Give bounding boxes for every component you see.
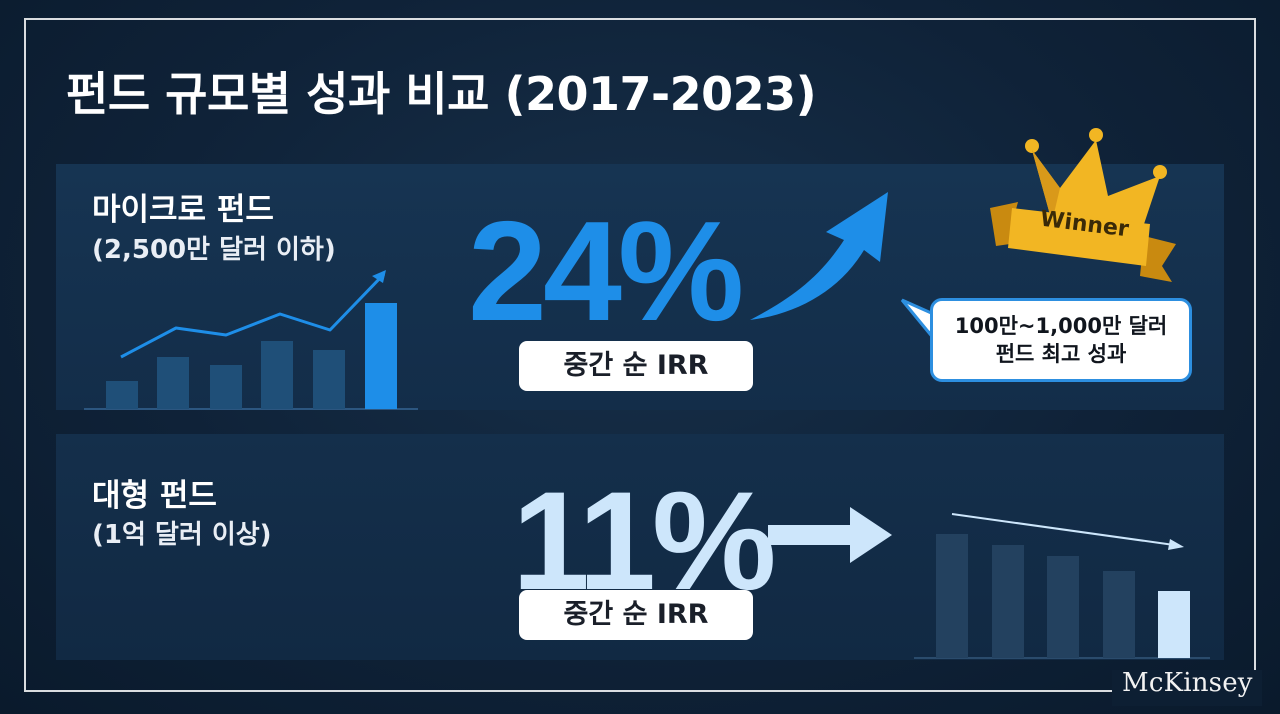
micro-bar [313, 350, 345, 409]
frame-border [24, 18, 1256, 692]
large-bar [1103, 571, 1135, 658]
large-bar-highlight [1158, 591, 1190, 658]
micro-bar-chart-icon [84, 270, 418, 410]
micro-bar [106, 381, 138, 409]
callout-bubble: 100만~1,000만 달러 펀드 최고 성과 [930, 298, 1192, 382]
micro-fund-label: 마이크로 펀드 [92, 192, 274, 228]
large-bar [1047, 556, 1079, 658]
micro-fund-metric: 중간 순 IRR [519, 341, 753, 391]
large-bar-chart-icon [914, 513, 1210, 659]
brand-logo: McKinsey [1122, 668, 1253, 698]
large-fund-sublabel: (1억 달러 이상) [92, 520, 272, 550]
brand-mask [1112, 670, 1262, 706]
up-arrow-icon [750, 192, 888, 320]
micro-trend-arrowhead [372, 270, 386, 283]
right-arrow-icon [768, 507, 892, 563]
micro-bar [210, 365, 242, 409]
crown-icon [990, 128, 1176, 282]
large-trend-line [951, 513, 1175, 546]
large-fund-label: 대형 펀드 [92, 478, 217, 514]
micro-fund-value: 24% [468, 192, 744, 351]
large-bar [992, 545, 1024, 658]
micro-fund-sublabel: (2,500만 달러 이하) [92, 235, 336, 265]
callout-line-1: 100만~1,000만 달러 [954, 314, 1168, 338]
large-fund-metric: 중간 순 IRR [519, 590, 753, 640]
micro-trend-line [120, 272, 386, 359]
micro-bar [157, 357, 189, 409]
micro-bar [261, 341, 293, 409]
page-title: 펀드 규모별 성과 비교 (2017-2023) [66, 67, 817, 121]
large-trend-arrowhead [1168, 539, 1184, 550]
large-bar [936, 534, 968, 658]
callout-line-2: 펀드 최고 성과 [995, 342, 1127, 366]
micro-bar-highlight [365, 303, 397, 409]
